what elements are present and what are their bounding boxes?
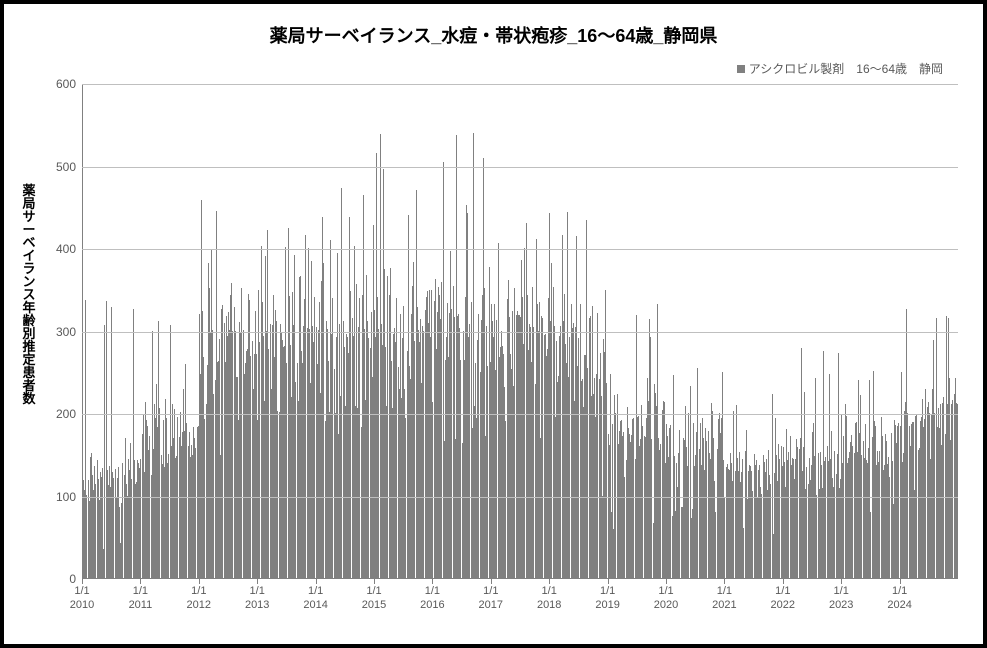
x-tick-label: 1/1 2017: [479, 579, 503, 613]
y-tick-label: 200: [56, 408, 82, 420]
x-tick-label: 1/1 2022: [771, 579, 795, 613]
gridline: [82, 414, 958, 415]
x-tick-label: 1/1 2024: [887, 579, 911, 613]
x-tick-label: 1/1 2021: [712, 579, 736, 613]
y-tick-label: 400: [56, 243, 82, 255]
x-tick-label: 1/1 2012: [187, 579, 211, 613]
chart-frame: 薬局サーベイランス_水痘・帯状疱疹_16～64歳_静岡県 アシクロビル製剤 16…: [0, 0, 987, 648]
legend-label: アシクロビル製剤 16～64歳 静岡: [749, 60, 943, 77]
x-tick-label: 1/1 2016: [420, 579, 444, 613]
gridline: [82, 332, 958, 333]
x-tick-label: 1/1 2019: [595, 579, 619, 613]
x-tick-label: 1/1 2010: [70, 579, 94, 613]
x-tick-label: 1/1 2018: [537, 579, 561, 613]
x-tick-label: 1/1 2015: [362, 579, 386, 613]
x-tick-label: 1/1 2014: [303, 579, 327, 613]
gridline: [82, 497, 958, 498]
plot-area: 01002003004005006001/1 20101/1 20111/1 2…: [82, 84, 958, 579]
x-tick-label: 1/1 2013: [245, 579, 269, 613]
legend: アシクロビル製剤 16～64歳 静岡: [737, 60, 943, 77]
bar: [957, 404, 958, 579]
y-tick-label: 600: [56, 78, 82, 90]
y-axis-title: 薬局サーベイランス年齢別推定患者数: [22, 184, 36, 405]
gridline: [82, 84, 958, 85]
y-tick-label: 500: [56, 161, 82, 173]
gridline: [82, 249, 958, 250]
x-tick-label: 1/1 2020: [654, 579, 678, 613]
chart-title: 薬局サーベイランス_水痘・帯状疱疹_16～64歳_静岡県: [4, 22, 983, 48]
y-tick-label: 300: [56, 326, 82, 338]
x-tick-label: 1/1 2011: [129, 579, 153, 613]
y-tick-label: 100: [56, 491, 82, 503]
gridline: [82, 167, 958, 168]
legend-swatch: [737, 65, 745, 73]
x-tick-label: 1/1 2023: [829, 579, 853, 613]
